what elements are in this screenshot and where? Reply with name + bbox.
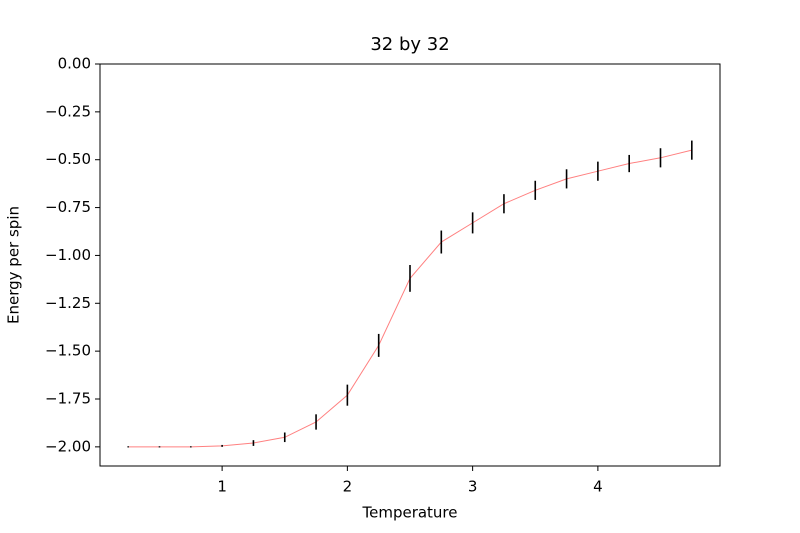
y-tick-label: −0.25 xyxy=(45,102,91,120)
y-tick-label: −1.25 xyxy=(45,294,91,312)
x-tick-label: 2 xyxy=(343,478,353,496)
y-tick-label: −1.50 xyxy=(45,342,91,360)
data-line xyxy=(128,149,692,448)
y-tick-label: 0.00 xyxy=(58,55,91,73)
chart-title: 32 by 32 xyxy=(370,34,449,55)
y-tick-label: −1.75 xyxy=(45,390,91,408)
x-axis-label: Temperature xyxy=(361,504,457,522)
x-tick-label: 1 xyxy=(217,478,227,496)
plot-frame xyxy=(99,63,721,467)
x-tick-label: 3 xyxy=(468,478,478,496)
y-tick-label: −2.00 xyxy=(45,437,91,455)
y-tick-label: −1.00 xyxy=(45,246,91,264)
y-tick-label: −0.75 xyxy=(45,198,91,216)
x-tick-label: 4 xyxy=(593,478,603,496)
y-axis-label: Energy per spin xyxy=(5,206,23,324)
y-tick-label: −0.50 xyxy=(45,150,91,168)
